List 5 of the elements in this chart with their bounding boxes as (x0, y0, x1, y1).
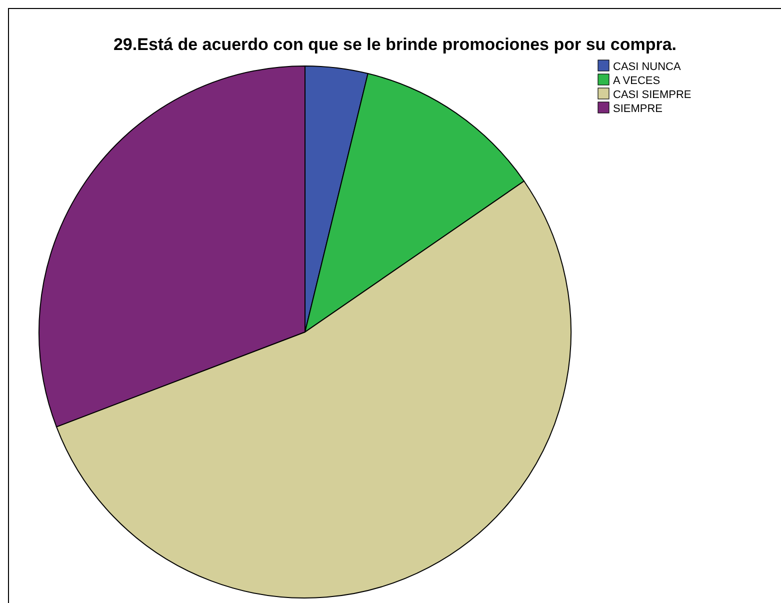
legend-label: CASI NUNCA (613, 61, 682, 73)
legend-label: CASI SIEMPRE (613, 89, 692, 101)
legend-label: SIEMPRE (613, 103, 663, 115)
chart-title: 29.Está de acuerdo con que se le brinde promociones por su compra. (113, 35, 677, 54)
legend-label: A VECES (613, 75, 660, 87)
